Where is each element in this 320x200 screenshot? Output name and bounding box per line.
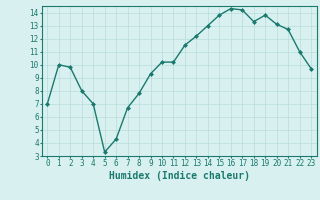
- X-axis label: Humidex (Indice chaleur): Humidex (Indice chaleur): [109, 171, 250, 181]
